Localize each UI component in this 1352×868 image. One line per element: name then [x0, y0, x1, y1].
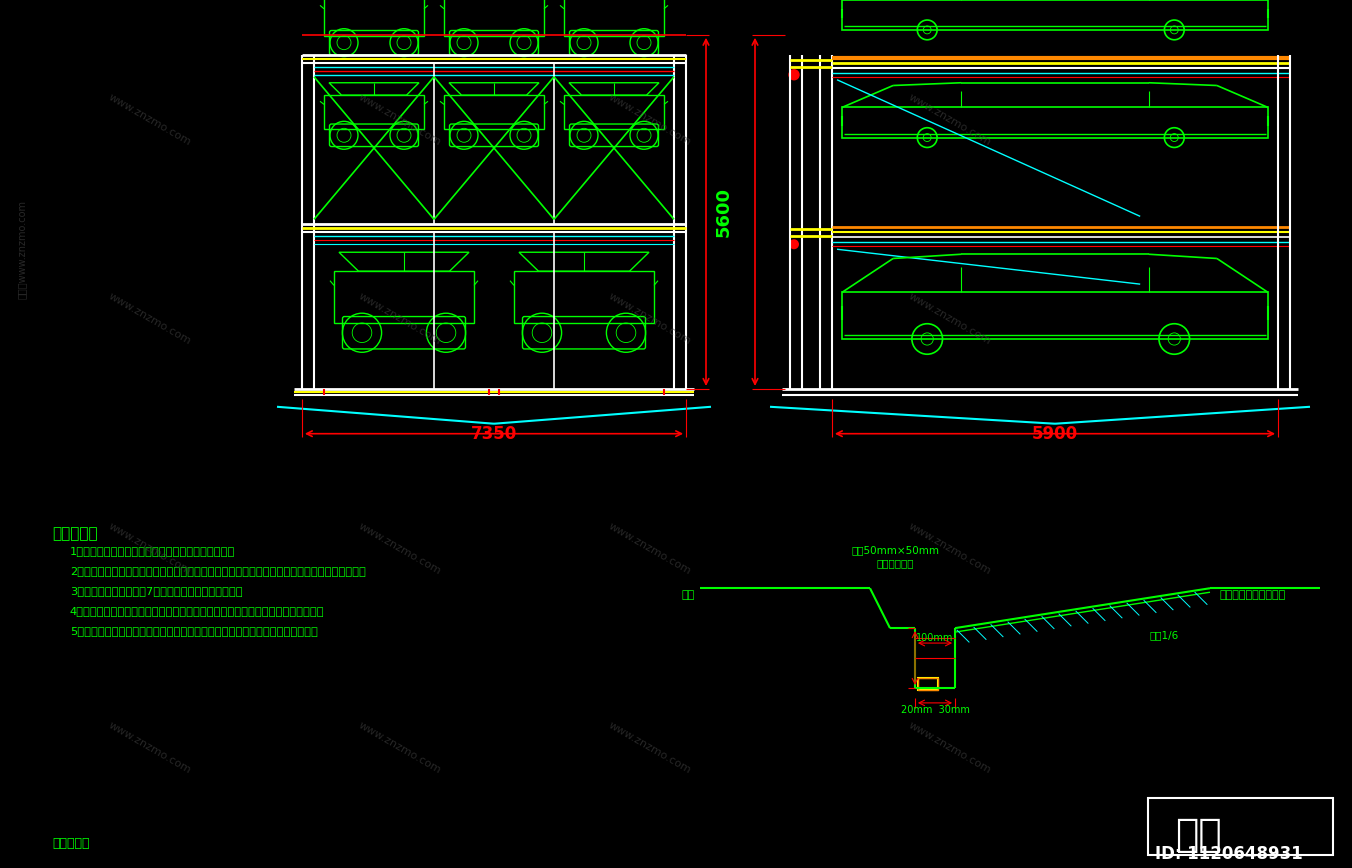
Text: 7350: 7350	[470, 424, 516, 443]
Text: www.znzmo.com: www.znzmo.com	[107, 521, 193, 576]
Text: ID: 1120648931: ID: 1120648931	[1155, 845, 1303, 864]
Bar	[918, 678, 938, 690]
Bar	[324, 95, 425, 129]
Text: www.znzmo.com: www.znzmo.com	[907, 720, 992, 775]
Text: 20mm  30mm: 20mm 30mm	[900, 705, 969, 715]
Bar	[564, 0, 664, 36]
Text: 出入斜坡（用户工程）: 出入斜坡（用户工程）	[1220, 590, 1286, 601]
Text: 收容车型表: 收容车型表	[51, 838, 89, 851]
Bar	[564, 95, 664, 129]
Text: 导轨: 导轨	[681, 590, 695, 601]
Bar	[918, 678, 938, 690]
Text: www.znzmo.com: www.znzmo.com	[357, 292, 443, 347]
Text: 角铁50mm×50mm: 角铁50mm×50mm	[850, 545, 940, 556]
Text: 5900: 5900	[1032, 424, 1078, 443]
Bar	[514, 271, 654, 323]
Text: www.znzmo.com: www.znzmo.com	[607, 521, 694, 576]
Text: www.znzmo.com: www.znzmo.com	[357, 521, 443, 576]
Text: www.znzmo.com: www.znzmo.com	[607, 292, 694, 347]
Text: 角度1/6: 角度1/6	[1151, 630, 1179, 640]
Text: 知末网www.znzmo.com: 知末网www.znzmo.com	[18, 200, 27, 299]
Bar	[324, 0, 425, 36]
Text: www.znzmo.com: www.znzmo.com	[607, 92, 694, 148]
Text: www.znzmo.com: www.znzmo.com	[907, 92, 992, 148]
Text: 知末: 知末	[1175, 816, 1222, 853]
Bar	[842, 0, 1268, 30]
Text: www.znzmo.com: www.znzmo.com	[357, 720, 443, 775]
Text: 100mm: 100mm	[917, 633, 953, 643]
Bar	[842, 293, 1268, 339]
Text: 1、上部有效尺寸中，不包括消防设施和外装饰空间；: 1、上部有效尺寸中，不包括消防设施和外装饰空间；	[70, 546, 235, 556]
Text: 2、为了设备及人员的安全，如设备周边没有墙壁或外装饰时，需在设备的侧面、后面安装围栏。: 2、为了设备及人员的安全，如设备周边没有墙壁或外装饰时，需在设备的侧面、后面安装…	[70, 566, 366, 576]
Text: www.znzmo.com: www.znzmo.com	[607, 720, 694, 775]
Bar	[334, 271, 475, 323]
Bar	[842, 108, 1268, 138]
Text: （用户提供）: （用户提供）	[876, 558, 914, 569]
Text: 5600: 5600	[715, 187, 733, 237]
Text: www.znzmo.com: www.znzmo.com	[107, 292, 193, 347]
Text: 技术说明：: 技术说明：	[51, 526, 97, 542]
Bar	[443, 0, 544, 36]
Text: www.znzmo.com: www.znzmo.com	[907, 521, 992, 576]
Text: 4、设备的安装需要预埋螺栓，预埋件尺寸详见设备柱脚受力图，请在设置时注意。: 4、设备的安装需要预埋螺栓，预埋件尺寸详见设备柱脚受力图，请在设置时注意。	[70, 606, 324, 616]
Circle shape	[790, 240, 799, 249]
Text: www.znzmo.com: www.znzmo.com	[907, 292, 992, 347]
Text: 5、图示出入口斜坡设置仅供用户参考，施工时根据现场实际情况可做适当调整。: 5、图示出入口斜坡设置仅供用户参考，施工时根据现场实际情况可做适当调整。	[70, 626, 318, 636]
Text: www.znzmo.com: www.znzmo.com	[107, 92, 193, 148]
Bar	[443, 95, 544, 129]
Text: 3、图示设备可停放车辆7台，首层可停放高顶面包车。: 3、图示设备可停放车辆7台，首层可停放高顶面包车。	[70, 586, 242, 596]
Circle shape	[790, 69, 799, 80]
Bar	[1148, 798, 1333, 856]
Text: www.znzmo.com: www.znzmo.com	[357, 92, 443, 148]
Text: www.znzmo.com: www.znzmo.com	[107, 720, 193, 775]
